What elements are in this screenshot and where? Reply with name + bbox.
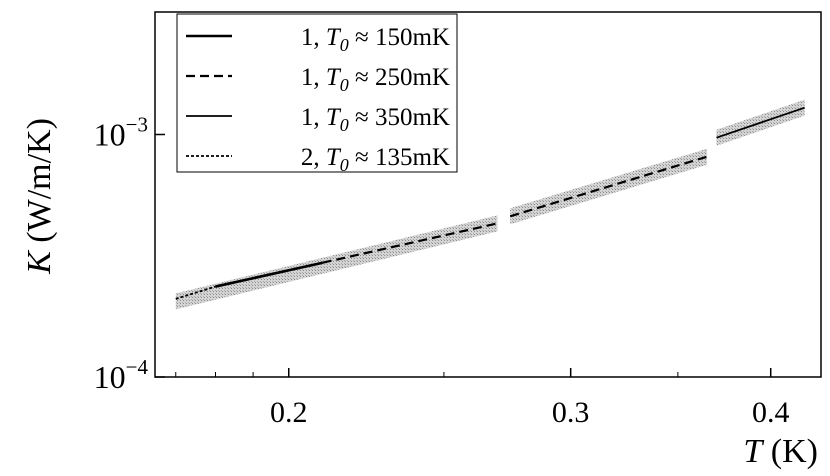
series-line-4 — [175, 285, 216, 300]
legend-label: 1, T0 ≈ 150mK — [301, 24, 450, 55]
x-axis-label: T (K) — [743, 433, 818, 470]
data-lines — [175, 106, 805, 300]
y-tick-label: 10−3 — [94, 112, 148, 152]
series-line-segment — [509, 155, 708, 218]
legend-label: 2, T0 ≈ 135mK — [301, 144, 450, 175]
x-tick-label: 0.4 — [752, 396, 790, 429]
uncertainty-band — [175, 215, 498, 310]
x-ticks: 0.2 0.3 0.4 — [175, 368, 790, 429]
y-tick-label: 10−4 — [94, 355, 149, 395]
y-axis-label: K (W/m/K) — [21, 118, 58, 275]
y-ticks: 10−4 10−3 — [94, 112, 165, 395]
series-line-1 — [215, 261, 323, 288]
x-tick-label: 0.3 — [552, 396, 590, 429]
series-line-2 — [322, 222, 498, 264]
plot-frame — [154, 11, 822, 378]
x-tick-label: 0.2 — [270, 396, 308, 429]
series-line-3 — [716, 106, 805, 139]
legend-box — [176, 13, 458, 173]
legend-label: 1, T0 ≈ 350mK — [301, 104, 450, 135]
legend-label: 1, T0 ≈ 250mK — [301, 64, 450, 95]
legend: 1, T0 ≈ 150mK 1, T0 ≈ 250mK 1, T0 ≈ 350mK 2… — [176, 13, 458, 175]
